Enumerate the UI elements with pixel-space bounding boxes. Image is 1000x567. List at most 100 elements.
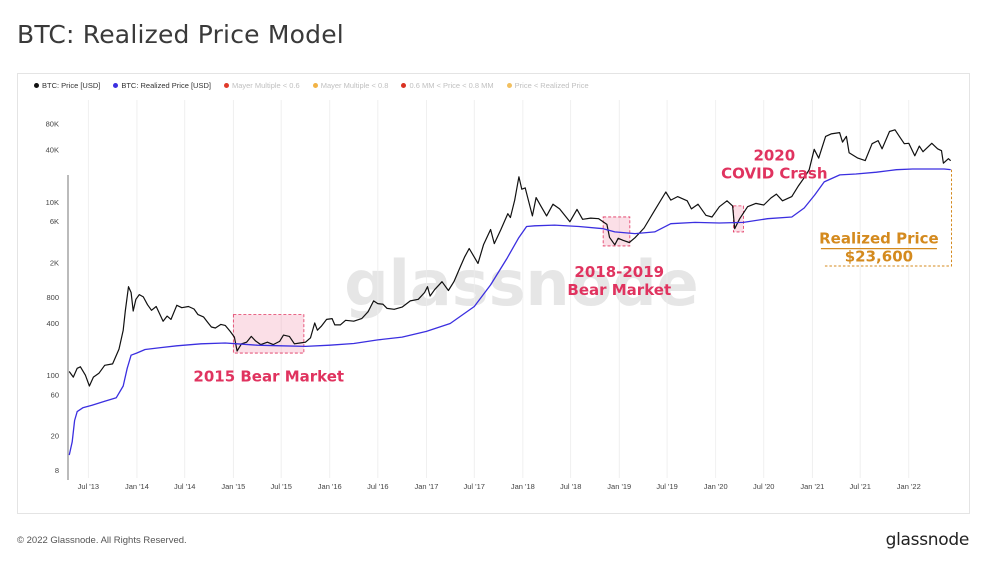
series-point xyxy=(176,345,178,347)
series-point xyxy=(937,148,938,150)
x-tick-label: Jul '14 xyxy=(174,482,195,491)
series-point xyxy=(532,215,533,217)
series-point xyxy=(552,203,554,205)
series-point xyxy=(540,205,542,207)
series-point xyxy=(272,344,274,345)
series-point xyxy=(770,197,772,199)
series-point xyxy=(377,303,379,304)
series-point xyxy=(130,292,132,293)
series-point xyxy=(386,308,388,309)
series-point xyxy=(628,242,630,243)
series-point xyxy=(373,300,374,302)
legend-item[interactable]: Mayer Multiple < 0.6 xyxy=(223,81,300,90)
series-point xyxy=(614,244,616,246)
series-point xyxy=(694,222,696,223)
series-point xyxy=(546,215,547,217)
series-point xyxy=(830,133,832,135)
series-point xyxy=(76,411,78,412)
series-point xyxy=(314,322,316,324)
series-point xyxy=(200,343,202,345)
series-point xyxy=(518,176,520,178)
series-point xyxy=(72,376,74,378)
series-point xyxy=(803,177,805,179)
legend-label: Mayer Multiple < 0.6 xyxy=(231,81,300,90)
series-point xyxy=(424,292,425,293)
series-point xyxy=(839,132,840,134)
series-point xyxy=(617,237,619,239)
series-point xyxy=(609,236,610,238)
series-point xyxy=(289,336,290,337)
annotation-label: 2020 xyxy=(753,147,795,165)
y-tick-label: 800 xyxy=(46,293,59,302)
series-point xyxy=(839,174,841,176)
series-point xyxy=(326,319,327,320)
x-tick-label: Jan '22 xyxy=(897,482,921,491)
series-point xyxy=(514,199,516,201)
series-point xyxy=(128,286,129,288)
series-point xyxy=(207,321,208,323)
series-point xyxy=(299,342,301,344)
series-point xyxy=(267,341,268,343)
legend-item[interactable]: 0.6 MM < Price < 0.8 MM xyxy=(401,81,494,90)
x-tick-label: Jan '14 xyxy=(125,482,149,491)
series-point xyxy=(93,376,94,378)
series-point xyxy=(606,224,608,225)
y-tick-label: 2K xyxy=(50,258,59,267)
series-point xyxy=(931,142,933,144)
series-point xyxy=(382,303,384,305)
series-point xyxy=(441,281,443,283)
series-point xyxy=(112,363,113,365)
series-line xyxy=(68,168,951,456)
series-point xyxy=(211,326,212,328)
series-point xyxy=(950,160,951,162)
series-point xyxy=(857,157,859,159)
series-point xyxy=(224,342,226,344)
series-point xyxy=(429,295,431,297)
legend-item[interactable]: BTC: Price [USD] xyxy=(34,81,100,90)
x-tick-label: Jul '18 xyxy=(560,482,581,491)
series-point xyxy=(162,320,164,322)
series-point xyxy=(719,206,720,208)
series-point xyxy=(559,208,560,210)
series-point xyxy=(803,207,805,209)
series-point xyxy=(89,385,90,387)
glassnode-logo[interactable]: glassnode xyxy=(885,530,970,550)
series-point xyxy=(224,325,226,326)
series-point xyxy=(711,216,713,218)
series-point xyxy=(948,158,949,160)
legend-item[interactable]: Mayer Multiple < 0.8 xyxy=(312,81,389,90)
series-point xyxy=(798,185,799,187)
annotation-label: Bear Market xyxy=(567,281,671,299)
series-point xyxy=(353,320,355,322)
series-point xyxy=(176,304,178,306)
series-point xyxy=(151,309,152,311)
series-point xyxy=(122,385,124,387)
legend-dot-icon xyxy=(401,83,407,88)
x-tick-label: Jul '21 xyxy=(849,482,870,491)
x-tick-label: Jul '19 xyxy=(656,482,677,491)
legend-label: 0.6 MM < Price < 0.8 MM xyxy=(409,81,494,90)
series-point xyxy=(767,218,768,220)
series-point xyxy=(776,193,777,195)
series-point xyxy=(473,306,475,307)
series-point xyxy=(305,346,306,347)
series-point xyxy=(918,145,920,147)
series-point xyxy=(91,404,93,406)
series-point xyxy=(449,323,451,324)
series-point xyxy=(654,231,656,233)
series-point xyxy=(132,310,134,312)
series-point xyxy=(334,324,336,326)
series-point xyxy=(417,298,419,300)
series-point xyxy=(393,308,395,310)
x-tick-label: Jul '15 xyxy=(270,482,291,491)
series-point xyxy=(943,168,945,170)
series-point xyxy=(614,231,616,233)
legend-dot-icon xyxy=(506,83,512,88)
legend-label: Mayer Multiple < 0.8 xyxy=(320,81,389,90)
series-point xyxy=(506,258,508,260)
legend-item[interactable]: Price < Realized Price xyxy=(506,81,589,90)
series-point xyxy=(823,181,825,183)
annotation-region xyxy=(232,314,305,354)
legend-item[interactable]: BTC: Realized Price [USD] xyxy=(113,81,211,90)
